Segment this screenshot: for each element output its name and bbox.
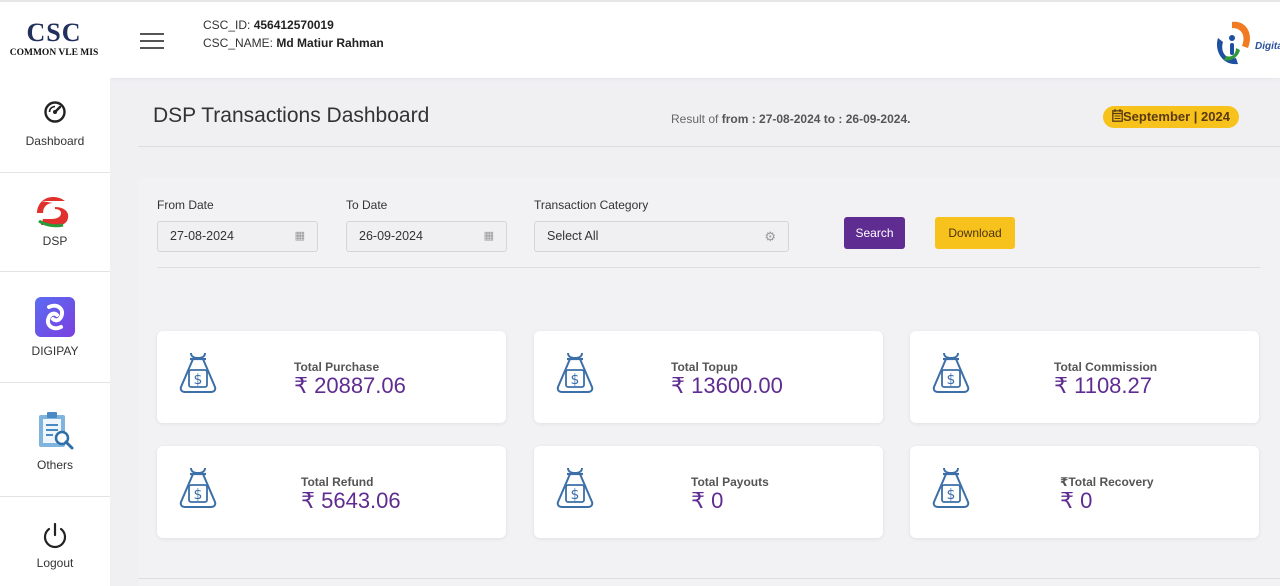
card-total-payouts: $ Total Payouts ₹ 0 xyxy=(534,446,883,538)
logo-main: CSC xyxy=(8,20,100,46)
card-total-commission: $ Total Commission ₹ 1108.27 xyxy=(910,331,1259,423)
sidebar-item-label: Logout xyxy=(36,556,74,570)
top-header: CSC COMMON VLE MIS CSC_ID: 456412570019 … xyxy=(0,0,1280,78)
power-icon xyxy=(43,522,67,549)
from-date-label: From Date xyxy=(157,198,214,212)
search-button[interactable]: Search xyxy=(844,217,905,249)
card-label: ₹Total Recovery xyxy=(1060,475,1154,489)
logo-subtitle: COMMON VLE MIS xyxy=(9,48,99,58)
csc-logo[interactable]: CSC COMMON VLE MIS xyxy=(8,20,100,59)
calendar-icon[interactable]: ▦ xyxy=(483,230,494,242)
to-date-value: 26-09-2024 xyxy=(359,229,423,243)
sidebar-item-others[interactable]: Others xyxy=(0,383,110,497)
money-bag-icon: $ xyxy=(556,352,594,393)
money-bag-icon: $ xyxy=(932,352,970,393)
svg-text:$: $ xyxy=(571,487,580,503)
sidebar-item-digipay[interactable]: DIGIPAY xyxy=(0,272,110,383)
card-total-refund: $ Total Refund ₹ 5643.06 xyxy=(157,446,506,538)
bottom-divider xyxy=(138,578,1280,579)
dsp-logo-icon xyxy=(37,197,69,228)
sidebar: Dashboard DSP DIGIPAY Others xyxy=(0,78,110,586)
card-value: ₹ 5643.06 xyxy=(301,488,401,513)
page-title: DSP Transactions Dashboard xyxy=(153,104,430,127)
to-date-input[interactable]: 26-09-2024 ▦ xyxy=(346,221,507,252)
result-prefix: Result of xyxy=(671,112,719,126)
card-label: Total Refund xyxy=(301,475,374,489)
card-value: ₹ 13600.00 xyxy=(671,373,783,398)
result-range-value: from : 27-08-2024 to : 26-09-2024. xyxy=(721,112,911,126)
card-total-topup: $ Total Topup ₹ 13600.00 xyxy=(534,331,883,423)
title-divider xyxy=(138,146,1280,147)
card-value: ₹ 1108.27 xyxy=(1054,373,1153,398)
month-badge: September | 2024 xyxy=(1103,106,1239,128)
logo-main-text: CSC xyxy=(26,18,82,47)
sidebar-item-label: Others xyxy=(36,458,73,472)
to-date-label: To Date xyxy=(346,198,388,212)
card-total-recovery: $ ₹Total Recovery ₹ 0 xyxy=(910,446,1259,538)
card-label: Total Payouts xyxy=(691,475,769,489)
money-bag-icon: $ xyxy=(179,352,217,393)
svg-text:$: $ xyxy=(571,372,580,388)
sidebar-item-dashboard[interactable]: Dashboard xyxy=(0,78,110,173)
card-value: ₹ 20887.06 xyxy=(294,373,406,398)
transaction-category-label: Transaction Category xyxy=(534,198,649,212)
csc-name-line: CSC_NAME: Md Matiur Rahman xyxy=(203,34,384,52)
digipay-logo-icon xyxy=(35,297,75,337)
filter-divider xyxy=(157,267,1260,268)
from-date-input[interactable]: 27-08-2024 ▦ xyxy=(157,221,318,252)
calendar-icon[interactable]: ▦ xyxy=(294,230,305,242)
result-range: Result of from : 27-08-2024 to : 26-09-2… xyxy=(671,112,910,126)
csc-info: CSC_ID: 456412570019 CSC_NAME: Md Matiur… xyxy=(203,16,384,52)
card-label: Total Purchase xyxy=(294,360,380,374)
calendar-icon xyxy=(1112,109,1123,122)
card-total-purchase: $ Total Purchase ₹ 20887.06 xyxy=(157,331,506,423)
sidebar-item-dsp[interactable]: DSP xyxy=(0,173,110,272)
clipboard-search-icon xyxy=(39,412,74,450)
card-label: Total Topup xyxy=(671,360,738,374)
from-date-value: 27-08-2024 xyxy=(170,229,234,243)
month-badge-text: September | 2024 xyxy=(1123,109,1230,124)
transaction-category-value: Select All xyxy=(547,229,599,243)
money-bag-icon: $ xyxy=(179,467,217,508)
sidebar-item-logout[interactable]: Logout xyxy=(0,497,110,586)
speedometer-icon xyxy=(44,101,66,123)
csc-id-label: CSC_ID: xyxy=(203,18,251,32)
money-bag-icon: $ xyxy=(932,467,970,508)
download-button[interactable]: Download xyxy=(935,217,1015,249)
csc-id-line: CSC_ID: 456412570019 xyxy=(203,16,384,34)
svg-text:$: $ xyxy=(194,372,203,388)
sidebar-item-label: DSP xyxy=(42,234,68,248)
sidebar-item-label: Dashboard xyxy=(25,134,85,148)
gear-icon: ⚙ xyxy=(764,229,776,244)
transaction-category-select[interactable]: Select All ⚙ xyxy=(534,221,789,252)
csc-id-value: 456412570019 xyxy=(253,18,334,32)
digital-logo-text: Digital xyxy=(1255,41,1280,52)
csc-name-value: Md Matiur Rahman xyxy=(276,36,384,50)
csc-name-label: CSC_NAME: xyxy=(203,36,274,50)
card-value: ₹ 0 xyxy=(691,488,724,513)
svg-text:$: $ xyxy=(194,487,203,503)
money-bag-icon: $ xyxy=(556,467,594,508)
digital-india-logo-icon xyxy=(1216,21,1251,65)
card-value: ₹ 0 xyxy=(1060,488,1093,513)
digital-india-logo: Digital xyxy=(1210,16,1280,70)
sidebar-item-label: DIGIPAY xyxy=(31,344,79,358)
card-label: Total Commission xyxy=(1054,360,1158,374)
menu-toggle-icon[interactable] xyxy=(140,33,164,49)
svg-text:$: $ xyxy=(947,487,956,503)
svg-text:$: $ xyxy=(947,372,956,388)
